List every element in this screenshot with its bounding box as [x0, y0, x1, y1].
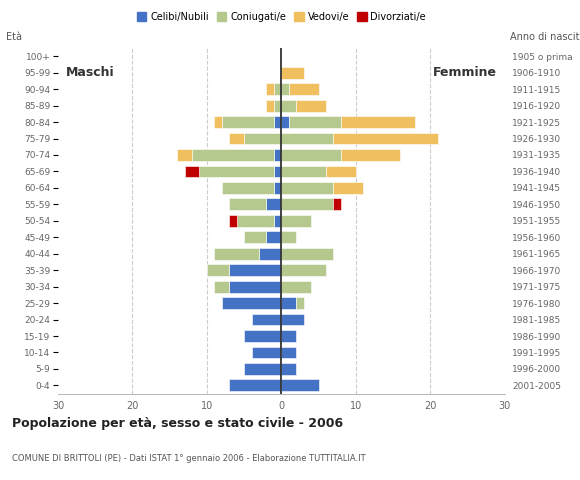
Bar	[281, 330, 296, 342]
Bar	[192, 149, 274, 161]
Bar	[281, 132, 334, 144]
Bar	[274, 83, 281, 95]
Text: Femmine: Femmine	[433, 66, 497, 79]
Bar	[177, 149, 192, 161]
Bar	[281, 149, 341, 161]
Bar	[334, 198, 341, 210]
Bar	[326, 166, 356, 177]
Bar	[215, 116, 222, 128]
Bar	[341, 149, 400, 161]
Bar	[281, 182, 334, 194]
Bar	[334, 182, 363, 194]
Bar	[274, 116, 281, 128]
Bar	[229, 281, 281, 292]
Bar	[222, 182, 274, 194]
Bar	[296, 100, 326, 111]
Bar	[296, 297, 304, 309]
Bar	[274, 100, 281, 111]
Bar	[281, 297, 296, 309]
Bar	[274, 182, 281, 194]
Bar	[229, 132, 244, 144]
Bar	[229, 198, 266, 210]
Bar	[215, 248, 259, 260]
Bar	[252, 313, 281, 325]
Bar	[229, 264, 281, 276]
Bar	[222, 116, 274, 128]
Bar	[334, 132, 438, 144]
Bar	[289, 116, 341, 128]
Bar	[266, 83, 274, 95]
Bar	[281, 313, 304, 325]
Bar	[281, 83, 289, 95]
Bar	[281, 248, 334, 260]
Bar	[289, 83, 318, 95]
Bar	[266, 100, 274, 111]
Bar	[252, 347, 281, 359]
Bar	[281, 100, 296, 111]
Legend: Celibi/Nubili, Coniugati/e, Vedovi/e, Divorziati/e: Celibi/Nubili, Coniugati/e, Vedovi/e, Di…	[133, 8, 430, 26]
Bar	[266, 231, 281, 243]
Bar	[229, 380, 281, 391]
Bar	[281, 116, 289, 128]
Bar	[229, 215, 237, 227]
Bar	[207, 264, 229, 276]
Bar	[281, 198, 334, 210]
Bar	[274, 166, 281, 177]
Bar	[281, 67, 304, 79]
Bar	[244, 330, 281, 342]
Text: COMUNE DI BRITTOLI (PE) - Dati ISTAT 1° gennaio 2006 - Elaborazione TUTTITALIA.I: COMUNE DI BRITTOLI (PE) - Dati ISTAT 1° …	[12, 454, 365, 463]
Bar	[266, 198, 281, 210]
Bar	[281, 215, 311, 227]
Bar	[200, 166, 274, 177]
Bar	[281, 380, 318, 391]
Bar	[281, 166, 326, 177]
Bar	[215, 281, 229, 292]
Bar	[281, 231, 296, 243]
Bar	[244, 231, 266, 243]
Bar	[184, 166, 200, 177]
Bar	[281, 264, 326, 276]
Bar	[274, 215, 281, 227]
Bar	[222, 297, 281, 309]
Text: Anno di nascita: Anno di nascita	[510, 32, 580, 42]
Bar	[281, 281, 311, 292]
Text: Età: Età	[6, 32, 22, 42]
Bar	[281, 363, 296, 375]
Bar	[244, 363, 281, 375]
Bar	[341, 116, 415, 128]
Text: Popolazione per età, sesso e stato civile - 2006: Popolazione per età, sesso e stato civil…	[12, 417, 343, 430]
Bar	[281, 347, 296, 359]
Bar	[274, 149, 281, 161]
Bar	[244, 132, 281, 144]
Bar	[259, 248, 281, 260]
Text: Maschi: Maschi	[66, 66, 114, 79]
Bar	[237, 215, 274, 227]
